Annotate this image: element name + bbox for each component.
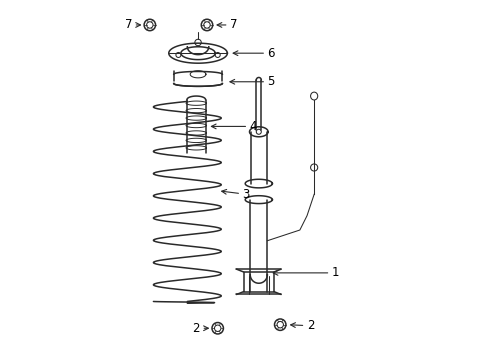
Text: 4: 4 — [211, 120, 257, 133]
Text: 7: 7 — [217, 18, 237, 31]
Text: 3: 3 — [221, 188, 249, 201]
Text: 7: 7 — [124, 18, 140, 31]
Text: 2: 2 — [192, 322, 208, 335]
Text: 2: 2 — [290, 319, 314, 332]
Text: 5: 5 — [229, 75, 274, 88]
Text: 6: 6 — [233, 47, 274, 60]
Text: 1: 1 — [273, 266, 339, 279]
